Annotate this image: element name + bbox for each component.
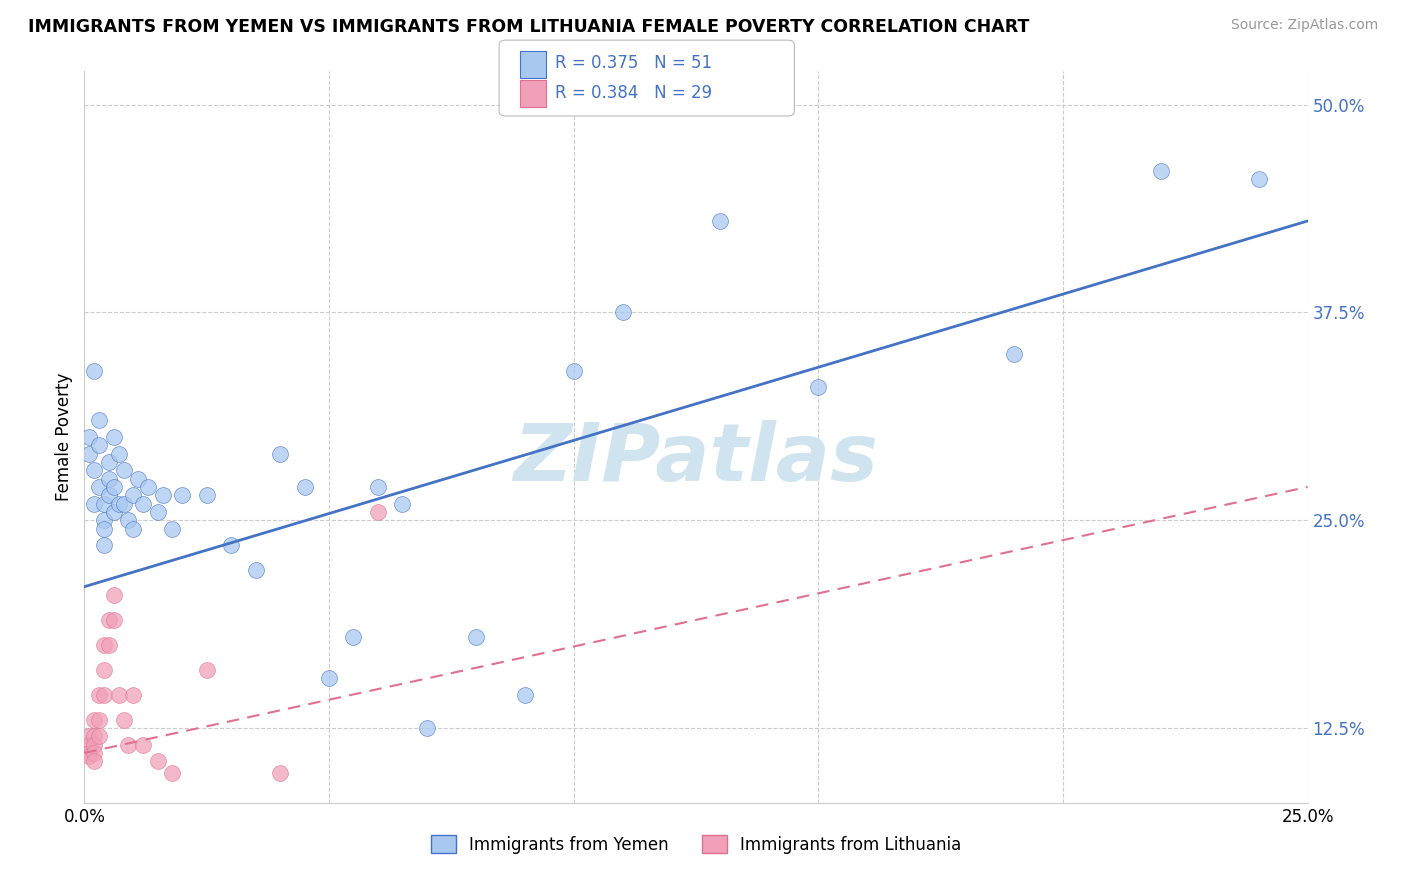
Point [83,746,105,760]
Point [107,688,129,702]
Point [152,488,174,502]
Point [97,455,120,469]
Point [391,497,413,511]
Point [513,688,536,702]
Point [87,480,110,494]
Point [416,721,439,735]
Point [107,497,129,511]
Text: R = 0.384   N = 29: R = 0.384 N = 29 [555,84,713,102]
Point [93,663,115,677]
Point [807,380,830,394]
Point [87,413,110,427]
Point [83,754,105,768]
Point [87,713,110,727]
Point [97,472,120,486]
Point [367,480,389,494]
Point [87,688,110,702]
Point [83,738,105,752]
Point [172,488,194,502]
Point [245,563,267,577]
Point [122,688,145,702]
Point [162,765,184,780]
Point [93,497,115,511]
Point [77,430,100,444]
Point [93,538,115,552]
Point [103,613,125,627]
Point [97,638,120,652]
Point [87,729,110,743]
Point [93,688,115,702]
Point [294,480,316,494]
Point [93,638,115,652]
Point [97,488,120,502]
Point [219,538,242,552]
Point [103,505,125,519]
Point [103,430,125,444]
Point [127,472,149,486]
Point [83,463,105,477]
Point [146,505,169,519]
Point [136,480,159,494]
Point [117,513,139,527]
Point [1002,347,1025,361]
Point [83,713,105,727]
Y-axis label: Female Poverty: Female Poverty [55,373,73,501]
Point [83,363,105,377]
Text: R = 0.375   N = 51: R = 0.375 N = 51 [555,54,713,72]
Point [77,738,100,752]
Point [318,671,340,685]
Point [122,488,145,502]
Point [112,713,135,727]
Point [122,521,145,535]
Text: Source: ZipAtlas.com: Source: ZipAtlas.com [1230,18,1378,32]
Legend: Immigrants from Yemen, Immigrants from Lithuania: Immigrants from Yemen, Immigrants from L… [423,829,969,860]
Point [77,749,100,764]
Point [195,488,218,502]
Point [709,214,731,228]
Point [97,613,120,627]
Point [107,447,129,461]
Point [103,588,125,602]
Point [342,630,364,644]
Text: IMMIGRANTS FROM YEMEN VS IMMIGRANTS FROM LITHUANIA FEMALE POVERTY CORRELATION CH: IMMIGRANTS FROM YEMEN VS IMMIGRANTS FROM… [28,18,1029,36]
Point [464,630,486,644]
Point [77,729,100,743]
Point [112,463,135,477]
Point [612,305,634,319]
Point [112,497,135,511]
Point [87,438,110,452]
Point [162,521,184,535]
Point [269,447,291,461]
Point [83,729,105,743]
Point [77,447,100,461]
Point [93,521,115,535]
Point [367,505,389,519]
Point [132,497,155,511]
Point [77,746,100,760]
Point [1150,164,1173,178]
Point [146,754,169,768]
Text: ZIPatlas: ZIPatlas [513,420,879,498]
Point [103,480,125,494]
Point [195,663,218,677]
Point [93,513,115,527]
Point [269,765,291,780]
Point [117,738,139,752]
Point [132,738,155,752]
Point [562,363,585,377]
Point [83,497,105,511]
Point [1247,172,1270,186]
